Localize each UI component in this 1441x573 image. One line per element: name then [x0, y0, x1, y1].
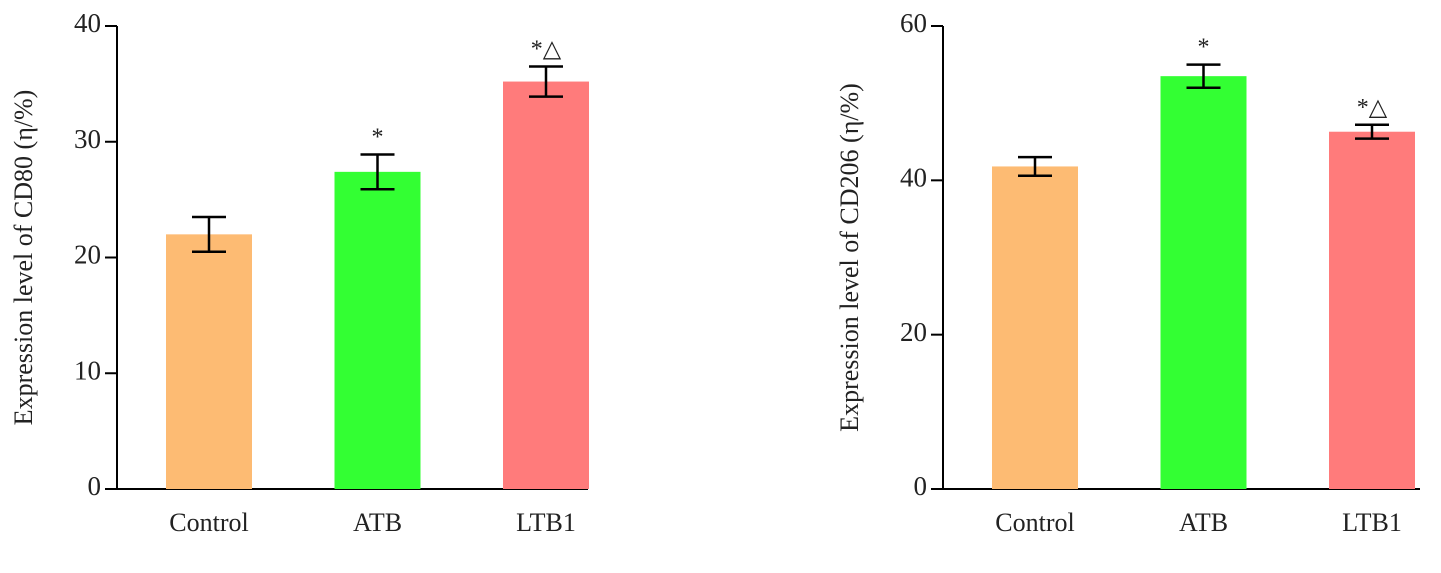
x-tick-label: ATB: [353, 508, 402, 537]
annotation: *△: [531, 37, 562, 63]
bar: [166, 234, 252, 489]
chart: Expression level of CD80 (η/%) 0 10 20 30 40 C…: [9, 8, 589, 537]
y-tick-label: 30: [74, 124, 101, 154]
y-axis-label: Expression level of CD80 (η/%): [9, 90, 38, 426]
error-bar: [529, 65, 563, 98]
annotation: *: [372, 124, 384, 150]
bar: [334, 171, 421, 489]
error-bar: [1186, 63, 1221, 89]
bar: [1160, 76, 1247, 490]
y-tick-label: 0: [914, 471, 928, 501]
y-tick-label: 20: [900, 317, 927, 347]
y-tick-label: 60: [900, 8, 927, 38]
annotation: *△: [1357, 95, 1388, 121]
error-bar: [1355, 123, 1389, 140]
chart: Expression level of CD206 (η/%) 0 20 40 60 Co…: [835, 8, 1420, 537]
bar: [503, 81, 589, 489]
error-bar: [1018, 155, 1052, 177]
x-tick-label: ATB: [1179, 508, 1228, 537]
error-bar: [360, 153, 395, 191]
y-tick-label: 0: [88, 471, 102, 501]
x-tick-label: Control: [169, 508, 248, 537]
x-tick-label: LTB1: [1342, 508, 1402, 537]
error-bar: [192, 215, 226, 253]
y-tick-label: 40: [74, 8, 101, 38]
y-tick-label: 20: [74, 240, 101, 270]
annotation: *: [1198, 35, 1210, 61]
x-tick-label: LTB1: [516, 508, 576, 537]
y-axis-label: Expression level of CD206 (η/%): [835, 83, 864, 432]
x-tick-label: Control: [995, 508, 1074, 537]
bar: [1329, 131, 1415, 490]
y-tick-label: 10: [74, 355, 101, 385]
y-tick-label: 40: [900, 163, 927, 193]
bar: [992, 166, 1078, 489]
